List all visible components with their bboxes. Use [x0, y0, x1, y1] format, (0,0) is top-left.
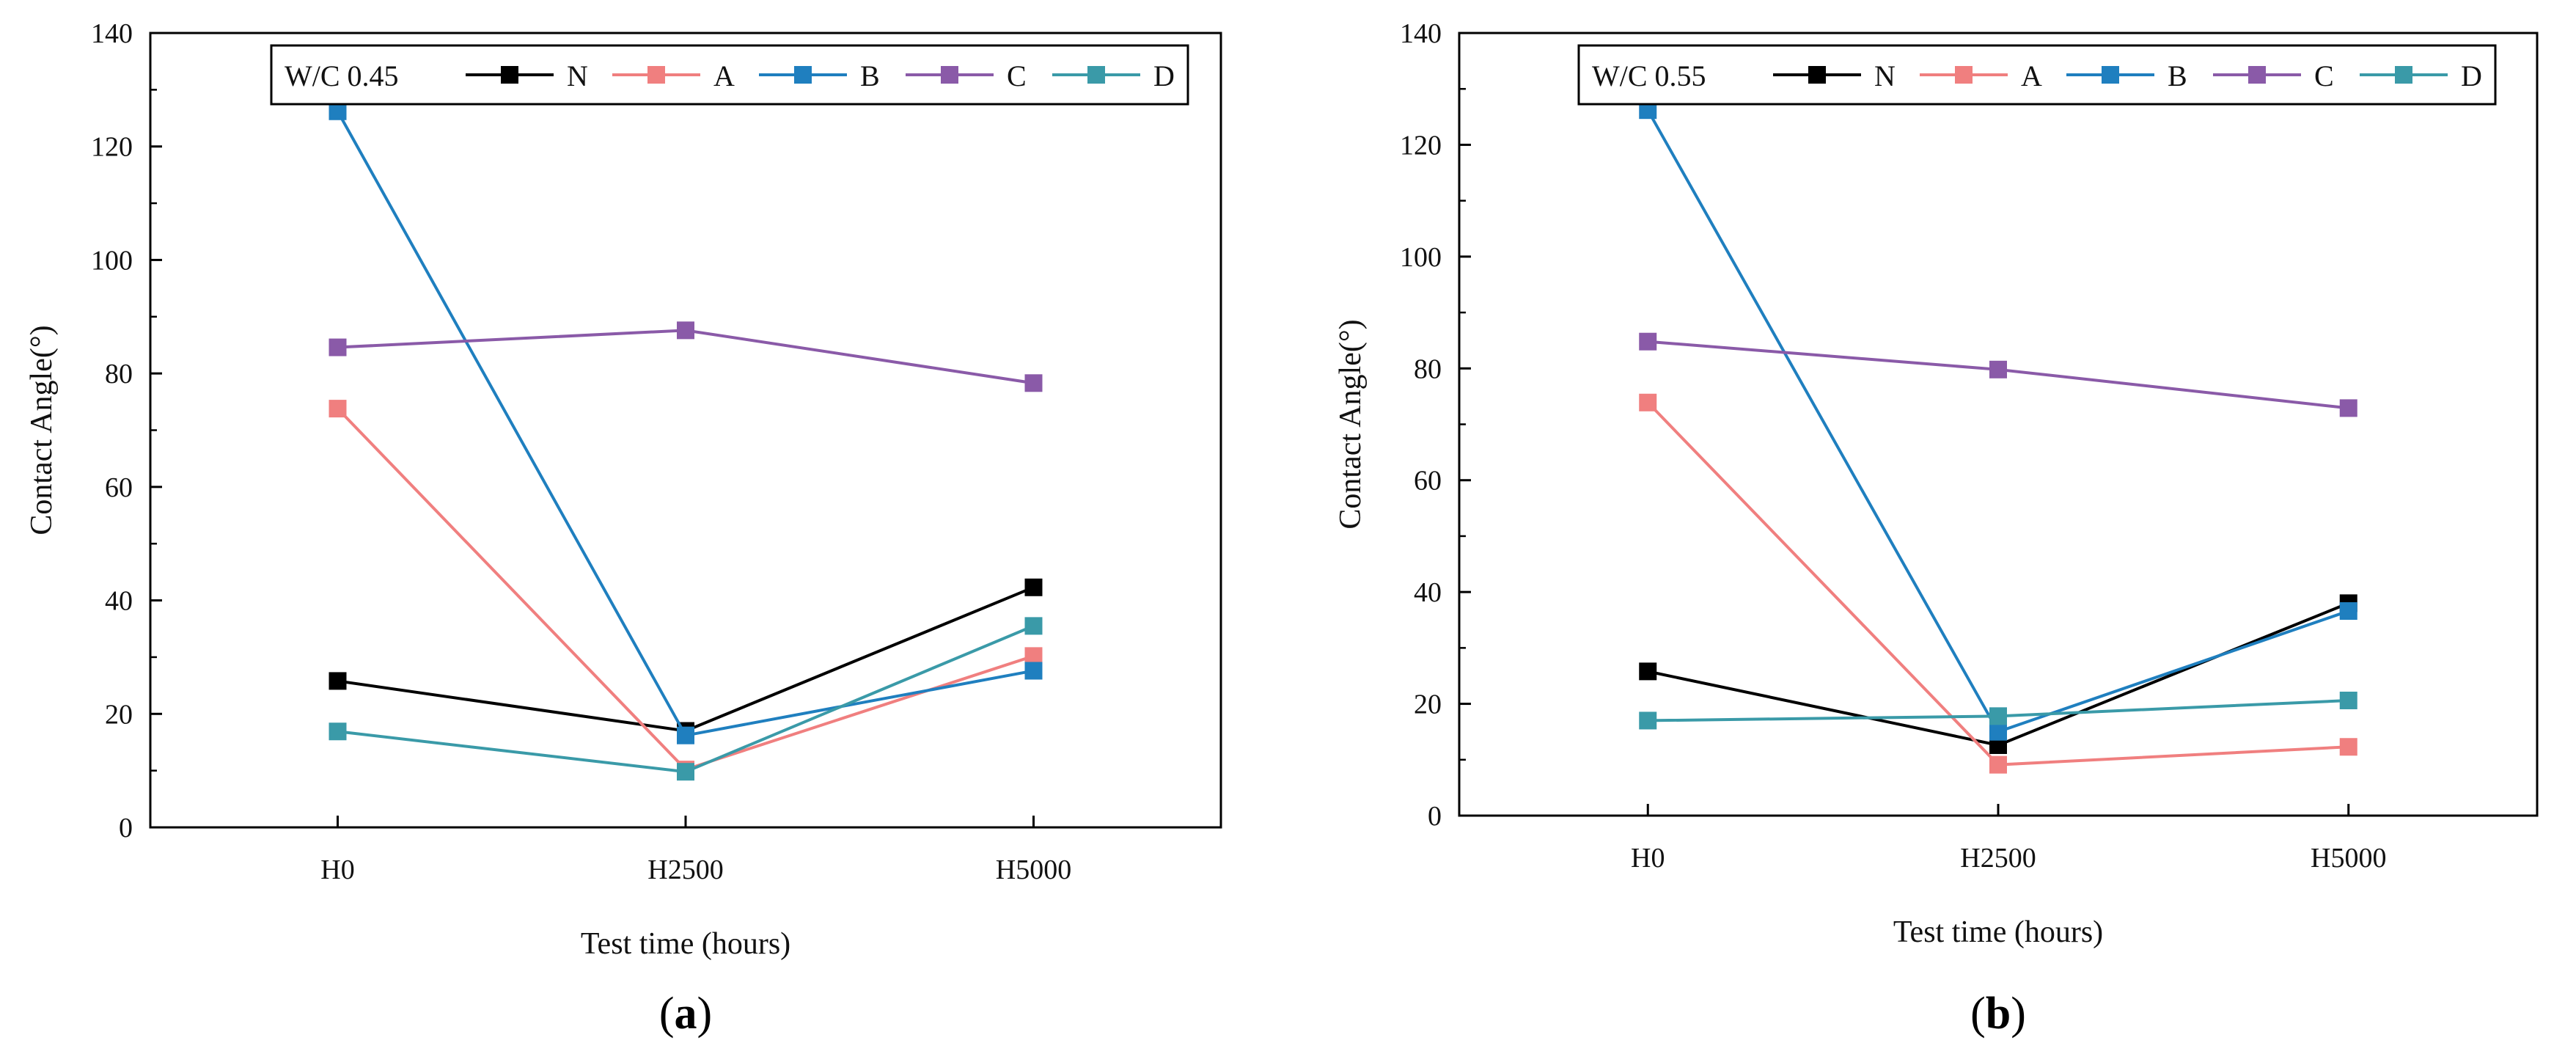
- legend-label: D: [1153, 59, 1175, 92]
- data-point-D: [1989, 707, 2007, 725]
- data-point-C: [2339, 399, 2357, 417]
- legend-marker: [501, 66, 518, 84]
- y-tick-label: 100: [1400, 242, 1442, 273]
- x-tick-label: H0: [320, 854, 354, 885]
- data-point-B: [1024, 662, 1043, 680]
- x-axis-title: Test time (hours): [1893, 915, 2103, 949]
- data-point-A: [1989, 755, 2007, 774]
- y-tick-label: 120: [1400, 130, 1442, 161]
- legend-label: B: [2168, 59, 2187, 92]
- legend-label: N: [567, 59, 588, 92]
- panel-label: (a): [659, 989, 712, 1039]
- legend-title: W/C 0.55: [1592, 59, 1706, 92]
- legend-marker: [2395, 66, 2412, 84]
- legend-item-D: D: [1052, 59, 1175, 92]
- series-line-D: [337, 624, 1035, 774]
- data-point-D: [677, 763, 694, 781]
- data-point-N: [1024, 578, 1043, 596]
- data-point-B: [329, 102, 347, 120]
- data-point-D: [1639, 711, 1657, 730]
- legend-label: D: [2461, 59, 2482, 92]
- legend-item-A: A: [612, 59, 735, 92]
- legend-marker: [1087, 66, 1105, 84]
- legend-item-D: D: [2360, 59, 2482, 92]
- legend-marker: [941, 66, 958, 84]
- data-point-B: [677, 726, 694, 744]
- data-point-A: [1024, 647, 1043, 665]
- x-axis-title: Test time (hours): [581, 927, 790, 961]
- x-tick-label: H5000: [996, 854, 1071, 885]
- legend-marker: [647, 66, 665, 84]
- y-tick-label: 140: [91, 18, 133, 49]
- y-axis-title: Contact Angle(°): [1334, 319, 1368, 529]
- data-point-A: [2339, 738, 2357, 756]
- y-axis-title: Contact Angle(°): [25, 325, 59, 535]
- data-point-D: [2339, 691, 2357, 709]
- plot-frame: [1458, 32, 2539, 817]
- y-tick-label: 40: [105, 586, 133, 617]
- series-line-N: [337, 585, 1035, 733]
- series-line-B: [336, 110, 1034, 737]
- legend-item-C: C: [906, 59, 1027, 92]
- legend-label: N: [1874, 59, 1896, 92]
- x-tick-label: H2500: [647, 854, 723, 885]
- data-point-A: [329, 400, 347, 418]
- y-tick-label: 60: [1414, 466, 1442, 497]
- legend: W/C 0.45 N A B C D: [270, 44, 1189, 106]
- plot-frame: [149, 32, 1222, 829]
- data-point-N: [329, 672, 347, 690]
- legend-marker: [1808, 66, 1826, 84]
- y-tick-label: 0: [119, 813, 133, 843]
- x-tick-label: H5000: [2311, 843, 2386, 874]
- y-tick-label: 140: [1400, 18, 1442, 49]
- legend-item-A: A: [1920, 59, 2042, 92]
- data-point-B: [2339, 602, 2357, 621]
- legend-title: W/C 0.45: [285, 59, 399, 92]
- data-point-B: [1989, 722, 2007, 741]
- legend-marker: [2248, 66, 2266, 84]
- legend-marker: [794, 66, 812, 84]
- panel-label: (b): [1970, 989, 2026, 1039]
- data-point-D: [1024, 617, 1043, 635]
- y-tick-label: 20: [1414, 689, 1442, 720]
- y-tick-label: 20: [105, 699, 133, 730]
- y-tick-label: 40: [1414, 577, 1442, 608]
- legend-label: B: [860, 59, 880, 92]
- legend-box: [1577, 44, 2497, 106]
- legend-label: C: [2314, 59, 2334, 92]
- x-tick-label: H0: [1631, 843, 1665, 874]
- data-point-C: [1989, 360, 2007, 378]
- legend-label: A: [713, 59, 735, 92]
- legend-marker: [1955, 66, 1973, 84]
- legend-item-N: N: [466, 59, 588, 92]
- series-line-A: [337, 407, 1035, 772]
- series-line-B: [1646, 109, 2349, 734]
- data-point-A: [1639, 393, 1657, 411]
- x-tick-label: H2500: [1960, 843, 2036, 874]
- data-point-D: [329, 722, 347, 741]
- legend-box: [270, 44, 1189, 106]
- data-point-C: [1024, 374, 1043, 392]
- y-tick-label: 60: [105, 472, 133, 503]
- legend-item-C: C: [2213, 59, 2334, 92]
- legend-label: C: [1007, 59, 1027, 92]
- legend: W/C 0.55 N A B C D: [1577, 44, 2497, 106]
- data-point-C: [1639, 332, 1657, 351]
- y-tick-label: 80: [1414, 354, 1442, 384]
- y-tick-label: 80: [105, 359, 133, 389]
- legend-item-B: B: [2066, 59, 2187, 92]
- y-tick-label: 120: [91, 132, 133, 163]
- data-point-N: [1639, 662, 1657, 681]
- legend-item-N: N: [1773, 59, 1896, 92]
- y-tick-label: 100: [91, 245, 133, 276]
- chart-panel-b: 0 20 40 60 80 100 120 140 H0 H2500 H5000 Test time …: [1334, 18, 2539, 1039]
- data-point-C: [677, 321, 694, 340]
- legend-label: A: [2021, 59, 2042, 92]
- y-tick-label: 0: [1428, 801, 1442, 832]
- legend-item-B: B: [759, 59, 880, 92]
- data-point-C: [329, 338, 347, 356]
- legend-marker: [2102, 66, 2119, 84]
- chart-panel-a: 0 20 40 60 80 100 120 140 H0 H2500 H5000 Test time …: [25, 18, 1222, 1039]
